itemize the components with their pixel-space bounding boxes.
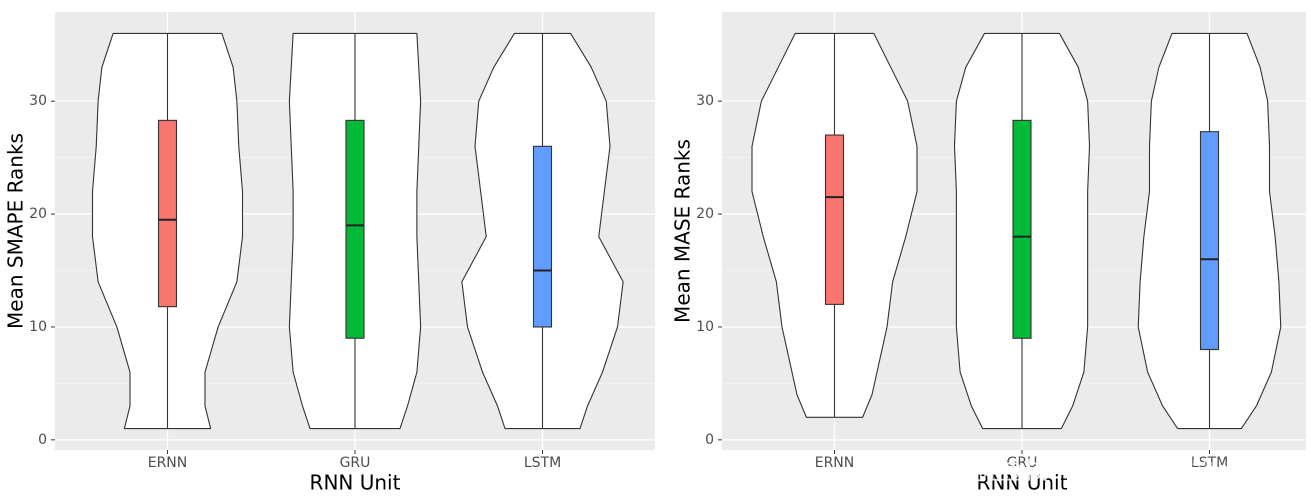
x-tick-label: LSTM: [1191, 455, 1228, 471]
x-tick-label: LSTM: [524, 455, 561, 471]
y-axis-title: Mean SMAPE Ranks: [4, 133, 28, 329]
box: [157, 119, 178, 308]
box: [1012, 119, 1032, 339]
y-tick-label: 30: [696, 93, 714, 109]
y-tick-label: 20: [29, 206, 47, 222]
y-tick-label: 10: [696, 319, 714, 335]
x-axis-title: RNN Unit: [977, 471, 1068, 495]
x-tick-label: GRU: [340, 455, 371, 471]
x-tick-label: GRU: [1007, 455, 1038, 471]
box: [1199, 131, 1220, 351]
y-tick-label: 0: [38, 432, 47, 448]
y-axis-title: Mean MASE Ranks: [671, 139, 695, 323]
y-tick-label: 20: [696, 206, 714, 222]
x-axis-title: RNN Unit: [310, 471, 401, 495]
x-tick-label: ERNN: [148, 455, 188, 471]
x-tick-label: ERNN: [815, 455, 855, 471]
y-tick-label: 0: [705, 432, 714, 448]
box: [532, 145, 553, 328]
box: [345, 119, 365, 339]
y-tick-label: 10: [29, 319, 47, 335]
y-tick-label: 30: [29, 93, 47, 109]
watermark: 掘金技术社区 @ 拓端tecdat: [976, 457, 1284, 485]
box: [824, 134, 845, 305]
